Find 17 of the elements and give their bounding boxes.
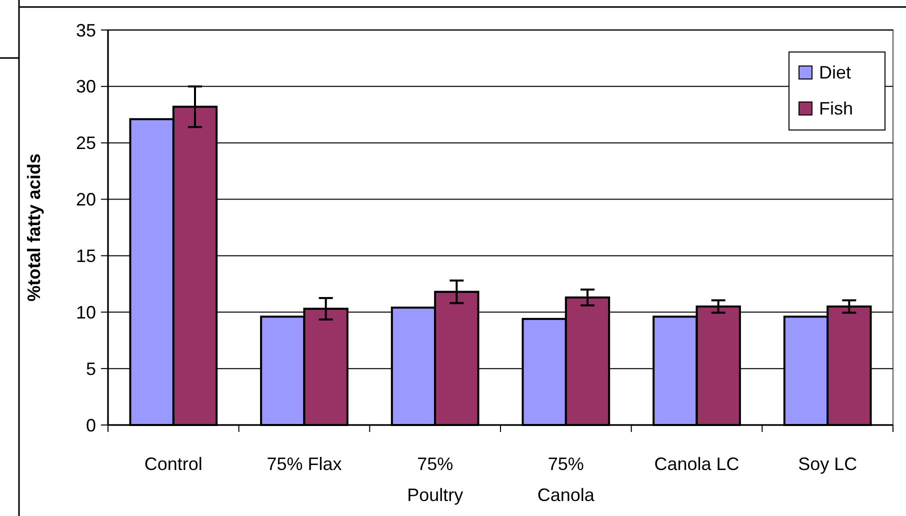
y-axis-title: %total fatty acids — [24, 153, 44, 302]
x-tick-label: Canola LC — [654, 454, 740, 474]
y-tick-label: 30 — [76, 76, 96, 97]
y-tick-label: 5 — [86, 358, 96, 379]
x-tick-label: Soy LC — [798, 454, 858, 474]
y-tick-label: 35 — [76, 20, 96, 40]
y-tick-label: 0 — [86, 415, 96, 436]
y-tick-label: 15 — [76, 246, 96, 266]
legend-label: Fish — [819, 98, 854, 118]
x-tick-label: Control — [144, 454, 202, 474]
x-tick-label: 75% Flax — [266, 454, 342, 474]
x-tick-label: 75% Poultry — [407, 454, 464, 505]
y-tick-label: 25 — [76, 133, 96, 154]
y-tick-label: 20 — [76, 190, 96, 210]
y-tick-label: 10 — [76, 302, 96, 322]
x-tick-label: 75% Canola — [537, 454, 596, 505]
legend-label: Diet — [819, 62, 852, 82]
